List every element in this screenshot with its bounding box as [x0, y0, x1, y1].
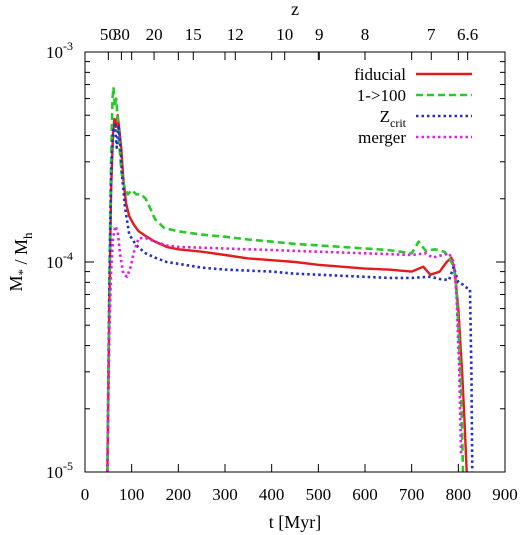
z-tick-label: 9 — [315, 25, 324, 44]
x-tick-label: 800 — [446, 485, 472, 504]
z-tick-label: 30 — [113, 25, 130, 44]
ticks-layer — [84, 51, 506, 473]
y-tick-label: 10-4 — [46, 249, 73, 272]
series-line-merger — [106, 224, 463, 472]
z-tick-label: 50 — [100, 25, 117, 44]
x-axis-title: t [Myr] — [269, 512, 322, 532]
legend-label: Zcrit — [380, 107, 407, 130]
x-tick-label: 900 — [492, 485, 518, 504]
series-clip-group — [106, 85, 474, 472]
z-tick-label: 10 — [276, 25, 293, 44]
y-axis-title: M* / Mh — [6, 232, 35, 292]
labels-layer: 0 100 200 300 400 500 600 700 800 900 10-5 10-4 10-3… — [6, 25, 518, 504]
top-axis-title: z — [291, 0, 299, 19]
series-line-z-crit — [106, 123, 474, 472]
legend-label: 1->100 — [357, 86, 406, 105]
x-tick-label: 500 — [306, 485, 332, 504]
x-tick-label: 300 — [212, 485, 238, 504]
z-tick-label: 8 — [361, 25, 370, 44]
x-tick-label: 400 — [259, 485, 285, 504]
y-tick-label: 10-3 — [46, 39, 73, 62]
legend-label: fiducial — [354, 65, 406, 84]
z-tick-label: 6.6 — [457, 25, 478, 44]
x-tick-label: 0 — [81, 485, 90, 504]
z-tick-label: 15 — [185, 25, 202, 44]
y-tick-label: 10-5 — [46, 459, 73, 482]
x-tick-label: 600 — [352, 485, 378, 504]
series-line-1--100 — [106, 85, 465, 472]
legend-label: merger — [358, 128, 406, 147]
x-tick-label: 700 — [399, 485, 425, 504]
z-tick-label: 7 — [427, 25, 436, 44]
z-tick-label: 20 — [146, 25, 163, 44]
series-layer — [106, 85, 474, 472]
x-tick-label: 200 — [166, 485, 192, 504]
x-tick-label: 100 — [119, 485, 145, 504]
z-tick-label: 12 — [227, 25, 244, 44]
